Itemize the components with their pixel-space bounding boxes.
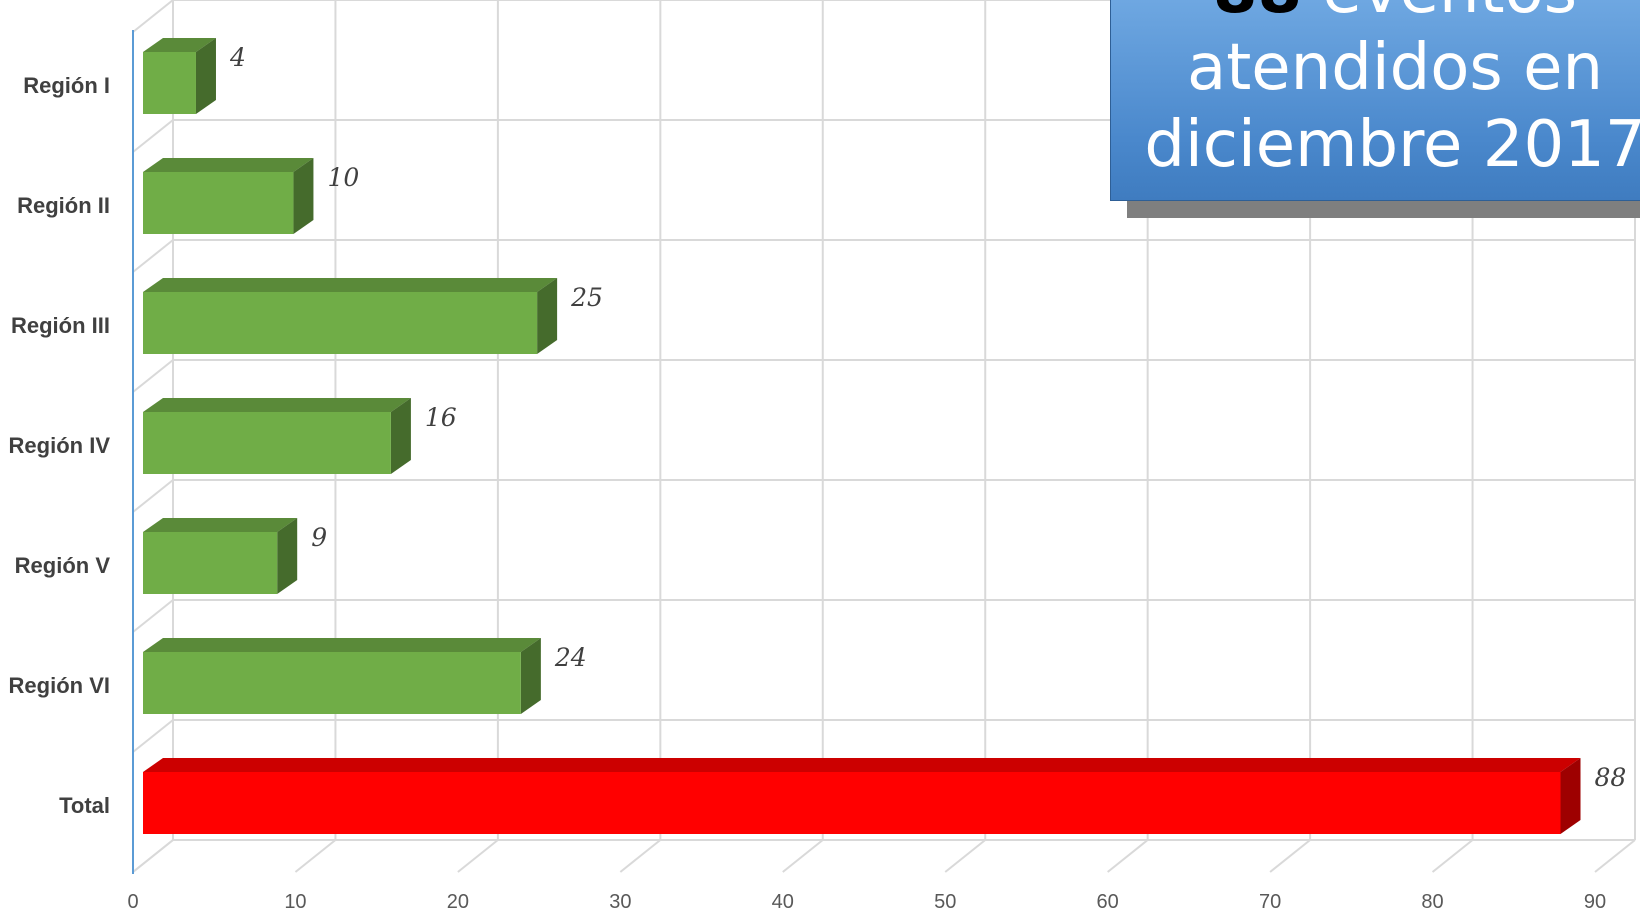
bar-top — [143, 278, 557, 292]
callout-line-2: atendidos en — [1111, 30, 1640, 107]
bar — [143, 398, 411, 474]
gridline-floor — [783, 840, 823, 872]
bar — [143, 758, 1581, 834]
x-tick-label: 60 — [1097, 891, 1119, 913]
x-tick-label: 90 — [1584, 891, 1606, 913]
gridline-floor — [1433, 840, 1473, 872]
bar-top — [143, 158, 313, 172]
callout-line-1-text: eventos — [1302, 0, 1577, 28]
gridline-floor — [295, 840, 335, 872]
data-label: 10 — [327, 163, 359, 192]
category-label: Región IV — [9, 433, 111, 458]
bar — [143, 278, 557, 354]
category-label: Región I — [23, 73, 110, 98]
bar — [143, 518, 297, 594]
bar-front — [143, 412, 391, 474]
x-tick-label: 50 — [934, 891, 956, 913]
callout-line-1: 88 eventos — [1111, 0, 1640, 30]
data-label: 9 — [311, 523, 327, 552]
gridline-floor — [133, 840, 173, 872]
data-label: 88 — [1595, 763, 1627, 792]
category-label: Región V — [15, 553, 111, 578]
callout-line-3: diciembre 2017 — [1111, 107, 1640, 184]
bar-front — [143, 52, 196, 114]
gridline-floor — [1595, 840, 1635, 872]
summary-callout: 88 eventos atendidos en diciembre 2017 — [1110, 0, 1640, 201]
gridline-depth — [133, 120, 173, 152]
x-tick-label: 70 — [1259, 891, 1281, 913]
gridline-depth — [133, 720, 173, 752]
x-tick-label: 40 — [772, 891, 794, 913]
bar-front — [143, 292, 537, 354]
gridline-floor — [1270, 840, 1310, 872]
bar-top — [143, 518, 297, 532]
bar-top — [143, 758, 1581, 772]
bar-top — [143, 398, 411, 412]
data-label: 4 — [229, 43, 246, 72]
gridline-depth — [133, 360, 173, 392]
gridline-floor — [945, 840, 985, 872]
category-label: Total — [59, 793, 110, 818]
data-label: 25 — [570, 283, 603, 312]
bar-front — [143, 172, 293, 234]
data-label: 24 — [554, 643, 587, 672]
bar — [143, 158, 313, 234]
gridline-floor — [620, 840, 660, 872]
gridline-depth — [133, 480, 173, 512]
x-tick-label: 20 — [447, 891, 469, 913]
data-label: 16 — [425, 403, 457, 432]
bar — [143, 638, 541, 714]
bar-front — [143, 772, 1561, 834]
category-label: Región III — [11, 313, 110, 338]
x-tick-label: 80 — [1421, 891, 1443, 913]
category-label: Región VI — [9, 673, 110, 698]
gridline-depth — [133, 240, 173, 272]
bar-front — [143, 532, 277, 594]
callout-number: 88 — [1213, 0, 1302, 28]
x-tick-label: 30 — [609, 891, 631, 913]
gridline-floor — [1108, 840, 1148, 872]
gridline-floor — [458, 840, 498, 872]
bar-front — [143, 652, 521, 714]
gridline-depth — [133, 0, 173, 32]
category-label: Región II — [17, 193, 110, 218]
bar-top — [143, 638, 541, 652]
gridline-depth — [133, 600, 173, 632]
x-tick-label: 0 — [127, 891, 138, 913]
bar — [143, 38, 216, 114]
x-tick-label: 10 — [284, 891, 306, 913]
